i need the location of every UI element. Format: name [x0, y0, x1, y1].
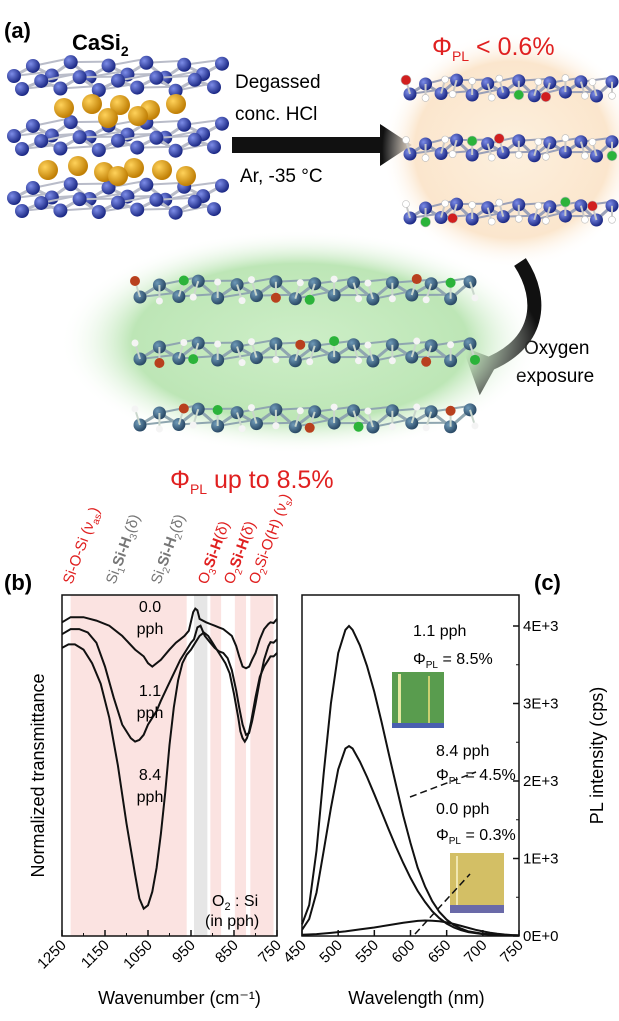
panel-a-label: (a): [4, 18, 31, 43]
ir-xtick-1250: 1250: [34, 937, 70, 973]
ir-xtick-750: 750: [255, 937, 285, 967]
pl-ann-2-pph: 8.4 pph: [436, 743, 489, 760]
pl-xlabel: Wavelength (nm): [348, 988, 484, 1008]
casi2-crystal-structure: [7, 55, 229, 220]
ir-curve-label-1: 1.1: [139, 683, 161, 700]
compound-formula: CaSi2: [72, 30, 129, 59]
ir-xlabel: Wavenumber (cm⁻¹): [98, 988, 261, 1008]
ir-curve-label-0: 0.0: [139, 599, 161, 616]
panel-b-ir-spectra: (b) Si-O-Si (νas)Si1Si-H3(δ)Si2Si-H2(δ)O…: [4, 492, 297, 1008]
pl-ann-1-phi: ΦPL = 8.5%: [413, 651, 493, 671]
pl-ann-3-phi: ΦPL = 0.3%: [436, 827, 516, 847]
sample-photo-green: [392, 672, 444, 728]
ir-ylabel: Normalized transmittance: [28, 673, 48, 877]
o2-si-note-2: (in pph): [205, 913, 259, 930]
phi-pl-bottom: ΦPL up to 8.5%: [170, 466, 334, 497]
band-label-0: Si-O-Si (νas): [60, 505, 106, 588]
ir-xtick-1150: 1150: [78, 937, 113, 972]
band-label-2: Si2Si-H2(δ): [148, 512, 192, 587]
ir-curve-label-1: pph: [137, 705, 164, 722]
ir-xtick-1050: 1050: [120, 937, 156, 973]
band-labels: Si-O-Si (νas)Si1Si-H3(δ)Si2Si-H2(δ)O3Si-…: [60, 492, 297, 588]
band-1: [194, 595, 207, 936]
pl-ytick-4: 4E+3: [523, 618, 558, 635]
ir-curve-label-2: pph: [137, 789, 164, 806]
pl-ytick-2: 2E+3: [523, 773, 558, 790]
pl-xtick-700: 700: [461, 937, 491, 967]
phi-pl-top: ΦPL < 0.6%: [432, 33, 555, 64]
arrow1-text-2: conc. HCl: [235, 104, 317, 125]
pl-ytick-3: 3E+3: [523, 696, 558, 713]
pl-xtick-450: 450: [280, 937, 310, 967]
pl-xtick-500: 500: [316, 937, 346, 967]
panel-c-label: (c): [534, 570, 561, 595]
ir-curve-label-0: pph: [137, 621, 164, 638]
ir-curve-label-2: 8.4: [139, 767, 161, 784]
pl-ylabel: PL intensity (cps): [587, 687, 607, 824]
arrow1-text-3: Ar, -35 °C: [240, 166, 323, 187]
pl-xtick-650: 650: [425, 937, 455, 967]
band-4: [250, 595, 273, 936]
arrow1-text: Degassed: [235, 72, 321, 93]
pl-xtick-600: 600: [389, 937, 419, 967]
panel-b-label: (b): [4, 570, 32, 595]
panel-a: (a) CaSi2 Degassed conc. HCl Ar, -35 °C …: [4, 18, 619, 497]
pl-ann-3-pph: 0.0 pph: [436, 801, 489, 818]
band-0: [71, 595, 187, 936]
pl-ann-1-pph: 1.1 pph: [413, 623, 466, 640]
pl-ytick-0: 0E+0: [523, 928, 558, 945]
ir-xtick-850: 850: [212, 937, 242, 967]
pl-ann-2-phi: ΦPL = 4.5%: [436, 767, 516, 787]
band-label-1: Si1Si-H3(δ): [103, 512, 147, 587]
ir-xtick-950: 950: [169, 937, 199, 967]
pl-ytick-1: 1E+3: [523, 851, 558, 868]
sample-photo-yellow: [450, 853, 504, 913]
pl-xtick-550: 550: [352, 937, 382, 967]
